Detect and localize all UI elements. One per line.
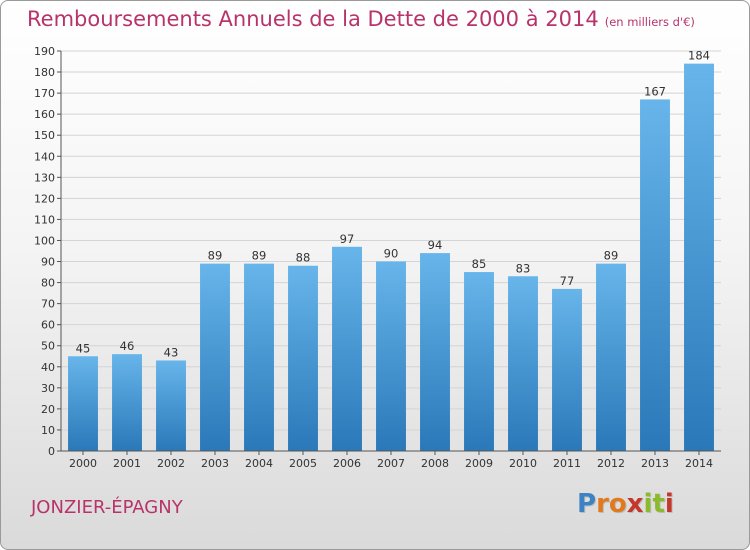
data-labels: 45 46 43 89 89 88 97 90 94 85 83 77 89 167 184 — [76, 49, 710, 360]
x-tick-label: 2000 — [69, 457, 97, 470]
y-tick-label: 100 — [34, 234, 55, 247]
bar — [684, 63, 714, 451]
y-tick-label: 50 — [41, 340, 55, 353]
data-label: 45 — [76, 341, 91, 355]
y-tick-label: 190 — [34, 45, 55, 58]
y-axis: 0 10 20 30 40 50 60 70 80 90 100 110 120 130 140 150 160… — [34, 45, 62, 458]
data-label: 88 — [296, 251, 311, 265]
logo-letter: t — [652, 489, 665, 519]
y-tick-label: 180 — [34, 66, 55, 79]
y-tick-label: 150 — [34, 129, 55, 142]
y-tick-label: 70 — [41, 298, 55, 311]
proxiti-logo: Proxiti — [577, 489, 674, 519]
bar — [68, 356, 98, 451]
bars — [68, 63, 714, 451]
y-tick-label: 80 — [41, 277, 55, 290]
y-tick-label: 120 — [34, 192, 55, 205]
data-label: 89 — [604, 249, 619, 263]
bar — [640, 99, 670, 451]
x-tick-label: 2003 — [201, 457, 229, 470]
logo-letter: i — [643, 489, 653, 519]
y-tick-label: 0 — [48, 445, 55, 458]
bar — [332, 246, 362, 451]
data-label: 85 — [472, 257, 487, 271]
data-label: 184 — [688, 49, 710, 63]
logo-letter: x — [626, 489, 644, 519]
bar — [464, 272, 494, 451]
y-tick-label: 90 — [41, 256, 55, 269]
logo-letter: o — [608, 489, 627, 519]
x-tick-label: 2008 — [421, 457, 449, 470]
title-text: Remboursements Annuels de la Dette de 20… — [27, 7, 599, 31]
x-tick-label: 2012 — [597, 457, 625, 470]
y-tick-label: 140 — [34, 150, 55, 163]
data-label: 46 — [120, 339, 135, 353]
x-tick-label: 2005 — [289, 457, 317, 470]
y-tick-label: 160 — [34, 108, 55, 121]
x-tick-label: 2014 — [685, 457, 713, 470]
bar — [288, 265, 318, 451]
data-label: 83 — [516, 261, 531, 275]
logo-letter: r — [596, 489, 609, 519]
x-tick-label: 2013 — [641, 457, 669, 470]
data-label: 97 — [340, 232, 355, 246]
y-tick-label: 60 — [41, 319, 55, 332]
data-label: 43 — [164, 345, 179, 359]
x-tick-label: 2011 — [553, 457, 581, 470]
bar — [508, 276, 538, 451]
logo-letter: i — [664, 489, 674, 519]
data-label: 89 — [208, 249, 223, 263]
data-label: 94 — [428, 238, 443, 252]
x-tick-label: 2001 — [113, 457, 141, 470]
bar — [244, 263, 274, 451]
chart-subtitle: (en milliers d'€) — [604, 15, 695, 29]
y-tick-label: 30 — [41, 382, 55, 395]
y-tick-label: 170 — [34, 87, 55, 100]
bar — [596, 263, 626, 451]
logo-letter: P — [577, 489, 597, 519]
y-tick-label: 10 — [41, 424, 55, 437]
bar — [552, 288, 582, 451]
bar — [376, 261, 406, 451]
bar — [200, 263, 230, 451]
bar — [420, 253, 450, 451]
bar — [156, 360, 186, 451]
data-label: 77 — [560, 274, 575, 288]
x-tick-label: 2009 — [465, 457, 493, 470]
y-tick-label: 130 — [34, 171, 55, 184]
y-tick-label: 110 — [34, 213, 55, 226]
bar — [112, 354, 142, 451]
y-tick-label: 20 — [41, 403, 55, 416]
y-tick-label: 40 — [41, 361, 55, 374]
data-label: 89 — [252, 249, 267, 263]
data-label: 90 — [384, 247, 399, 261]
x-tick-label: 2002 — [157, 457, 185, 470]
data-label: 167 — [644, 84, 666, 98]
x-tick-label: 2006 — [333, 457, 361, 470]
x-tick-label: 2007 — [377, 457, 405, 470]
x-tick-label: 2010 — [509, 457, 537, 470]
x-tick-label: 2004 — [245, 457, 273, 470]
town-name: JONZIER-ÉPAGNY — [31, 497, 183, 518]
x-axis: 2000 2001 2002 2003 2004 2005 2006 2007 2008 2009… — [61, 450, 721, 470]
chart-title: Remboursements Annuels de la Dette de 20… — [27, 7, 695, 31]
